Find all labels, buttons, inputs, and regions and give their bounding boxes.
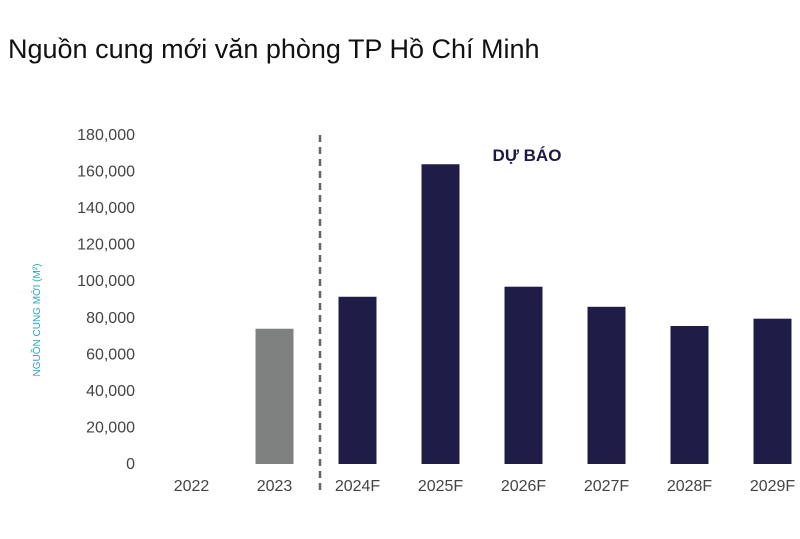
forecast-label: DỰ BÁO xyxy=(493,146,562,165)
y-tick-label: 20,000 xyxy=(86,419,135,436)
y-tick-label: 100,000 xyxy=(77,273,135,290)
y-tick-label: 40,000 xyxy=(86,383,135,400)
bar-2023 xyxy=(255,328,294,464)
x-tick-label: 2023 xyxy=(257,478,293,495)
x-axis-ticks: 2022 2023 2024F 2025F 2026F 2027F 2028F 2029F xyxy=(174,478,796,495)
bar-2024F xyxy=(338,296,377,464)
bar-2027F xyxy=(587,306,626,464)
bar-2026F xyxy=(504,286,543,464)
y-tick-label: 60,000 xyxy=(86,346,135,363)
x-tick-label: 2028F xyxy=(667,478,713,495)
x-tick-label: 2024F xyxy=(335,478,381,495)
y-tick-label: 160,000 xyxy=(77,164,135,181)
y-tick-label: 120,000 xyxy=(77,237,135,254)
y-axis-label: NGUỒN CUNG MỚI (M²) xyxy=(30,263,43,376)
bar-2028F xyxy=(670,326,709,464)
x-tick-label: 2026F xyxy=(501,478,547,495)
y-tick-label: 80,000 xyxy=(86,310,135,327)
x-tick-label: 2022 xyxy=(174,478,210,495)
chart-title: Nguồn cung mới văn phòng TP Hồ Chí Minh xyxy=(8,34,540,64)
y-axis-ticks: 0 20,000 40,000 60,000 80,000 100,000 120,000 1… xyxy=(77,127,135,473)
y-tick-label: 140,000 xyxy=(77,200,135,217)
bar-2025F xyxy=(421,164,460,464)
bars xyxy=(255,164,792,464)
y-tick-label: 180,000 xyxy=(77,127,135,144)
x-tick-label: 2027F xyxy=(584,478,630,495)
y-tick-label: 0 xyxy=(126,456,135,473)
bar-2029F xyxy=(753,318,792,464)
x-tick-label: 2029F xyxy=(750,478,796,495)
x-tick-label: 2025F xyxy=(418,478,464,495)
